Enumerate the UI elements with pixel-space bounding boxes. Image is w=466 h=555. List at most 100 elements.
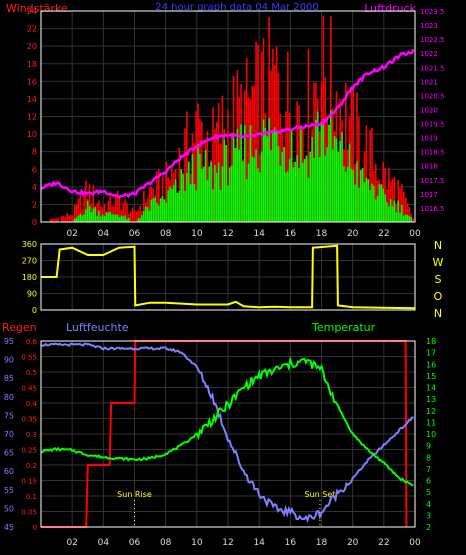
- regen-tick-label: 0.25: [21, 447, 37, 455]
- windstaerke-label: Windstärke: [6, 2, 68, 15]
- x-tick-label: 00: [409, 538, 421, 548]
- x-tick-label: 18: [316, 229, 328, 239]
- direction-tick-label: 0: [32, 306, 37, 315]
- right-tick-label: 1019.5: [420, 121, 445, 129]
- feuchte-tick-label: 65: [4, 449, 14, 458]
- right-tick-label: 1017: [420, 191, 438, 199]
- temp-tick-label: 11: [426, 418, 436, 427]
- luftdruck-line: [40, 48, 415, 199]
- temp-tick-label: 7: [426, 465, 431, 474]
- temp-tick-label: 4: [426, 500, 431, 509]
- temp-tick-label: 18: [426, 337, 436, 346]
- compass-label: N: [434, 307, 442, 320]
- right-tick-label: 1023: [420, 22, 438, 30]
- right-tick-label: 1021: [420, 78, 438, 86]
- feuchte-tick-label: 45: [4, 523, 14, 532]
- right-tick-label: 1019: [420, 135, 438, 143]
- temp-tick-label: 5: [426, 488, 431, 497]
- direction-tick-label: 360: [22, 240, 37, 249]
- feuchte-tick-label: 85: [4, 374, 14, 383]
- regen-tick-label: 0.05: [21, 509, 37, 517]
- feuchte-tick-label: 90: [4, 356, 14, 365]
- x-tick-label: 16: [285, 538, 297, 548]
- left-tick-label: 10: [27, 130, 37, 139]
- left-tick-label: 8: [32, 148, 37, 157]
- left-tick-label: 6: [32, 165, 37, 174]
- temp-tick-label: 13: [426, 395, 436, 404]
- feuchte-tick-label: 95: [4, 337, 14, 346]
- x-tick-label: 08: [160, 538, 172, 548]
- luftdruck-label: Luftdruck: [364, 2, 416, 15]
- compass-label: W: [433, 256, 444, 269]
- temp-tick-label: 17: [426, 349, 436, 358]
- x-tick-label: 14: [253, 229, 265, 239]
- compass-label: O: [434, 290, 443, 303]
- x-tick-label: 20: [347, 229, 359, 239]
- regen-tick-label: 0.15: [21, 478, 37, 486]
- panel-rain-humidity-temp: Regen Luftfeuchte Temperatur Sun Rise Su…: [2, 321, 436, 548]
- chart-title: 24 hour graph data 04 Mar 2000: [155, 2, 319, 13]
- temp-tick-label: 12: [426, 407, 436, 416]
- right-tick-label: 1023.5: [420, 8, 445, 16]
- temp-tick-label: 8: [426, 453, 431, 462]
- compass-label: S: [435, 273, 442, 286]
- temp-tick-label: 3: [426, 511, 431, 520]
- left-tick-label: 22: [27, 25, 37, 34]
- x-tick-label: 12: [222, 229, 233, 239]
- regen-tick-label: 0.5: [26, 369, 37, 377]
- temp-tick-label: 14: [426, 384, 436, 393]
- temperatur-line: [40, 355, 414, 487]
- temp-tick-label: 9: [426, 442, 431, 451]
- panel3-frame: [40, 340, 416, 528]
- left-tick-label: 18: [27, 60, 37, 69]
- feuchte-tick-label: 75: [4, 411, 14, 420]
- temperatur-label: Temperatur: [311, 321, 376, 334]
- panel1-x-ticks: 02 04 06 08 10 12 14 16 18 20 22 00: [66, 229, 421, 239]
- panel3-regen-ticks: 0 0.05 0.1 0.15 0.2 0.25 0.3 0.35 0.4 0.45 0.5 0.55…: [21, 338, 37, 532]
- x-tick-label: 06: [129, 538, 141, 548]
- right-tick-label: 1017.5: [420, 177, 445, 185]
- luftfeuchte-line: [40, 342, 414, 523]
- direction-tick-label: 90: [27, 290, 37, 299]
- panel2-frame: [40, 243, 416, 311]
- x-tick-label: 04: [98, 229, 110, 239]
- left-tick-label: 20: [27, 42, 37, 51]
- x-tick-label: 22: [378, 538, 389, 548]
- x-tick-label: 18: [316, 538, 328, 548]
- regen-tick-label: 0.3: [26, 431, 37, 439]
- panel-wind-pressure: Windstärke 24 hour graph data 04 Mar 200…: [6, 2, 445, 239]
- feuchte-tick-label: 50: [4, 504, 14, 513]
- temp-tick-label: 10: [426, 430, 436, 439]
- left-tick-label: 4: [32, 183, 37, 192]
- regen-tick-label: 0.55: [21, 354, 37, 362]
- left-tick-label: 0: [32, 218, 37, 227]
- regen-tick-label: 0.2: [26, 462, 37, 470]
- panel3-feuchte-ticks: 45 50 55 60 65 70 75 80 85 90 95: [4, 337, 14, 532]
- compass-label: N: [434, 239, 442, 252]
- right-tick-label: 1018.5: [420, 149, 445, 157]
- right-tick-label: 1020.5: [420, 92, 445, 100]
- temp-tick-label: 15: [426, 372, 436, 381]
- x-tick-label: 14: [253, 538, 265, 548]
- regen-tick-label: 0.35: [21, 416, 37, 424]
- regen-tick-label: 0.4: [26, 400, 38, 408]
- temp-tick-label: 16: [426, 360, 436, 369]
- regen-label: Regen: [2, 321, 37, 334]
- x-tick-label: 06: [129, 229, 141, 239]
- panel3-x-ticks: 02 04 06 08 10 12 14 16 18 20 22 00: [66, 538, 421, 548]
- right-tick-label: 1021.5: [420, 64, 445, 72]
- regen-tick-label: 0.45: [21, 385, 37, 393]
- direction-tick-label: 270: [22, 257, 37, 266]
- x-tick-label: 04: [98, 538, 110, 548]
- sunrise-label: Sun Rise: [117, 490, 152, 499]
- feuchte-tick-label: 80: [4, 393, 14, 402]
- luftfeuchte-label: Luftfeuchte: [66, 321, 129, 334]
- left-tick-label: 16: [27, 77, 37, 86]
- x-tick-label: 16: [285, 229, 297, 239]
- x-tick-label: 22: [378, 229, 389, 239]
- temp-tick-label: 2: [426, 523, 431, 532]
- direction-tick-label: 180: [22, 273, 37, 282]
